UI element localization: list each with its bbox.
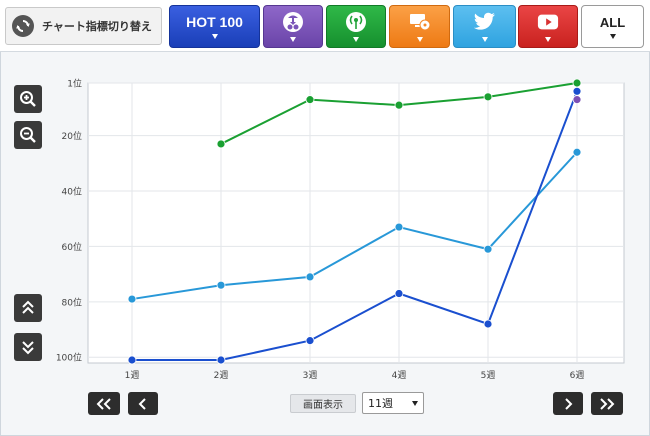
y-tick-label: 20位	[62, 130, 82, 142]
chevron-right-icon	[565, 397, 573, 410]
scroll-down-button[interactable]	[14, 333, 42, 361]
youtube-play-icon	[537, 11, 559, 33]
x-tick-label: 3週	[303, 370, 318, 381]
data-point[interactable]	[394, 100, 404, 110]
chevron-down-icon	[609, 33, 616, 39]
data-point[interactable]	[394, 222, 404, 232]
data-point[interactable]	[305, 95, 315, 105]
chart-switch-button[interactable]: チャート指標切り替え	[5, 7, 162, 45]
data-point[interactable]	[483, 319, 493, 329]
chevron-down-icon	[211, 34, 218, 39]
chevron-down-icon	[416, 37, 423, 42]
plot-area	[87, 82, 625, 364]
week-range-select[interactable]: 11週	[362, 392, 424, 414]
hot100-label: HOT 100	[186, 14, 243, 30]
data-point[interactable]	[305, 272, 315, 282]
chevron-down-icon	[481, 37, 488, 42]
zoom-out-button[interactable]	[14, 121, 42, 149]
data-point[interactable]	[394, 289, 404, 298]
download-cd-icon	[282, 11, 304, 33]
twitter-button[interactable]	[453, 5, 516, 48]
x-tick-label: 4週	[392, 370, 407, 381]
last-page-button[interactable]	[591, 392, 623, 415]
grid-lines	[88, 82, 624, 363]
youtube-button[interactable]	[518, 5, 578, 48]
data-point[interactable]	[127, 355, 137, 365]
data-point[interactable]	[572, 95, 582, 105]
screen-display-label: 画面表示	[290, 394, 356, 413]
chevron-down-icon	[353, 37, 359, 42]
chevron-left-icon	[138, 397, 146, 410]
series-points	[127, 78, 582, 365]
all-label: ALL	[599, 14, 626, 30]
hot100-button[interactable]: HOT 100	[169, 5, 260, 48]
prev-page-button[interactable]	[128, 392, 158, 415]
y-tick-label: 60位	[62, 241, 82, 253]
data-point[interactable]	[483, 244, 493, 254]
first-page-button[interactable]	[88, 392, 120, 415]
twitter-bird-icon	[473, 11, 496, 33]
x-tick-label: 5週	[481, 370, 496, 381]
y-tick-label: 80位	[62, 296, 82, 308]
data-point[interactable]	[305, 336, 315, 346]
data-point[interactable]	[572, 78, 582, 88]
data-point[interactable]	[216, 355, 226, 365]
all-button[interactable]: ALL	[581, 5, 644, 48]
monitor-disc-icon	[409, 11, 431, 33]
radio-button[interactable]	[326, 5, 386, 48]
chevron-down-icon	[545, 37, 551, 42]
broadcast-tower-icon	[345, 11, 367, 33]
x-axis-labels: 1週 2週 3週 4週 5週 6週	[125, 370, 585, 381]
video-button[interactable]	[389, 5, 450, 48]
week-range-value: 11週	[368, 397, 393, 410]
data-point[interactable]	[216, 139, 226, 149]
y-tick-label: 1位	[67, 78, 82, 90]
scroll-up-button[interactable]	[14, 294, 42, 322]
series-line-1	[131, 151, 578, 301]
chart-switch-label: チャート指標切り替え	[42, 20, 152, 33]
data-point[interactable]	[216, 280, 226, 290]
data-point[interactable]	[127, 294, 137, 304]
zoom-out-icon	[20, 127, 36, 143]
y-axis-labels: 1位 20位 40位 60位 80位 100位	[56, 78, 82, 364]
x-tick-label: 1週	[125, 370, 140, 381]
refresh-icon	[12, 15, 34, 37]
y-tick-label: 100位	[56, 352, 82, 364]
double-chevron-down-icon	[22, 341, 34, 355]
chevron-down-icon	[290, 37, 296, 42]
y-tick-label: 40位	[62, 186, 82, 198]
chevron-down-icon	[412, 401, 418, 406]
x-tick-label: 2週	[214, 370, 229, 381]
toolbar: チャート指標切り替え HOT 100	[0, 0, 650, 52]
double-chevron-up-icon	[22, 300, 34, 314]
x-tick-label: 6週	[570, 370, 585, 381]
double-chevron-left-icon	[96, 397, 111, 410]
zoom-in-button[interactable]	[14, 85, 42, 113]
series-line-2	[132, 90, 578, 361]
zoom-in-icon	[20, 91, 36, 107]
data-point[interactable]	[483, 92, 493, 102]
next-page-button[interactable]	[553, 392, 583, 415]
data-point[interactable]	[572, 147, 582, 157]
data-point[interactable]	[572, 86, 582, 96]
sales-button[interactable]	[263, 5, 323, 48]
double-chevron-right-icon	[600, 397, 615, 410]
